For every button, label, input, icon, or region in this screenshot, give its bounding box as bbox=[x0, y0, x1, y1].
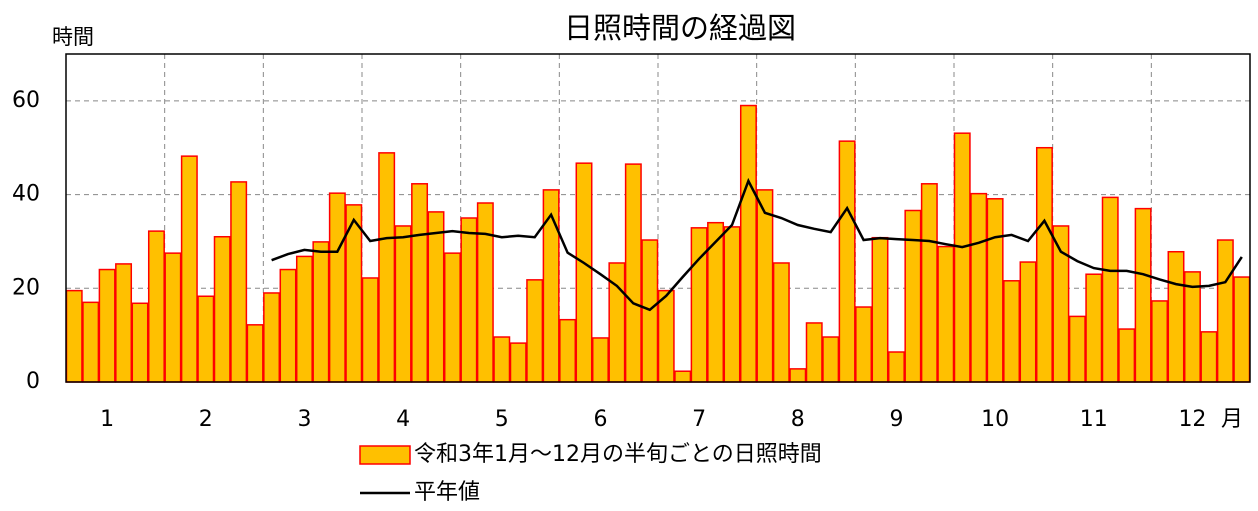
bar bbox=[164, 252, 182, 383]
bar bbox=[246, 324, 264, 383]
bar bbox=[279, 268, 297, 383]
legend-label: 令和3年1月～12月の半旬ごとの日照時間 bbox=[414, 442, 822, 467]
bar bbox=[789, 368, 807, 383]
bar bbox=[394, 225, 412, 383]
bar bbox=[624, 163, 642, 383]
bar bbox=[115, 263, 133, 383]
bar bbox=[147, 230, 165, 383]
bar bbox=[1035, 146, 1053, 383]
bar bbox=[657, 289, 675, 383]
x-tick-label: 5 bbox=[495, 407, 509, 432]
x-tick-label: 4 bbox=[396, 407, 410, 432]
bar bbox=[213, 235, 231, 383]
bar bbox=[1167, 250, 1185, 383]
bar bbox=[1101, 196, 1119, 383]
bar bbox=[493, 336, 511, 383]
bar bbox=[1216, 239, 1234, 383]
x-tick-label: 7 bbox=[692, 407, 706, 432]
bar bbox=[591, 337, 609, 383]
bar bbox=[263, 292, 281, 383]
legend-swatch bbox=[359, 445, 411, 465]
bar bbox=[822, 336, 840, 383]
x-tick-label: 1 bbox=[100, 407, 114, 432]
bar bbox=[460, 217, 478, 383]
bar bbox=[559, 318, 577, 383]
bar bbox=[887, 351, 905, 383]
bar bbox=[427, 211, 445, 383]
plot-frame bbox=[65, 53, 1251, 383]
bar bbox=[1183, 271, 1201, 383]
x-tick-label: 11 bbox=[1080, 407, 1108, 432]
y-axis-label: 時間 bbox=[52, 25, 94, 49]
y-tick-label: 60 bbox=[12, 88, 40, 113]
bar bbox=[986, 198, 1004, 383]
bar bbox=[904, 209, 922, 383]
bar bbox=[970, 192, 988, 383]
bar bbox=[838, 140, 856, 383]
bar bbox=[1003, 280, 1021, 383]
bar bbox=[411, 183, 429, 383]
x-axis-label: 月 bbox=[1221, 407, 1243, 432]
bar bbox=[443, 252, 461, 383]
bar bbox=[1118, 328, 1136, 383]
bar bbox=[1019, 261, 1037, 383]
bar bbox=[1068, 315, 1086, 383]
y-tick-label: 0 bbox=[26, 369, 40, 394]
bar bbox=[723, 226, 741, 383]
bar bbox=[98, 268, 116, 383]
bar bbox=[690, 227, 708, 383]
bar bbox=[575, 162, 593, 383]
bar bbox=[378, 152, 396, 383]
x-tick-label: 3 bbox=[297, 407, 311, 432]
bar bbox=[805, 322, 823, 383]
bar bbox=[1200, 331, 1218, 383]
bar bbox=[180, 155, 198, 383]
x-tick-label: 12 bbox=[1178, 407, 1206, 432]
bar bbox=[230, 181, 248, 383]
x-tick-label: 9 bbox=[889, 407, 903, 432]
bar bbox=[1233, 276, 1251, 383]
x-tick-label: 10 bbox=[981, 407, 1009, 432]
bar bbox=[855, 306, 873, 383]
y-tick-label: 20 bbox=[12, 275, 40, 300]
bar bbox=[1085, 273, 1103, 383]
bar bbox=[1151, 300, 1169, 383]
bar bbox=[871, 236, 889, 383]
bar bbox=[509, 342, 527, 383]
bar bbox=[476, 202, 494, 383]
bar bbox=[361, 277, 379, 383]
x-tick-label: 6 bbox=[593, 407, 607, 432]
bar bbox=[65, 289, 83, 383]
bar bbox=[772, 262, 790, 383]
bar bbox=[82, 301, 100, 383]
bar bbox=[674, 370, 692, 383]
bar bbox=[1134, 207, 1152, 383]
bar bbox=[756, 189, 774, 383]
bar bbox=[328, 192, 346, 383]
line bbox=[271, 177, 1243, 312]
bar bbox=[312, 241, 330, 383]
legend-label: 平年値 bbox=[414, 480, 480, 505]
bar bbox=[739, 104, 757, 383]
chart-title: 日照時間の経過図 bbox=[564, 11, 796, 45]
bar bbox=[197, 295, 215, 383]
x-tick-label: 2 bbox=[199, 407, 213, 432]
bar bbox=[920, 183, 938, 383]
x-tick-label: 8 bbox=[791, 407, 805, 432]
bar bbox=[953, 132, 971, 383]
bar bbox=[937, 245, 955, 383]
bar bbox=[542, 189, 560, 383]
y-tick-label: 40 bbox=[12, 182, 40, 207]
bar bbox=[131, 302, 149, 383]
bar bbox=[295, 255, 313, 383]
bar bbox=[526, 279, 544, 383]
